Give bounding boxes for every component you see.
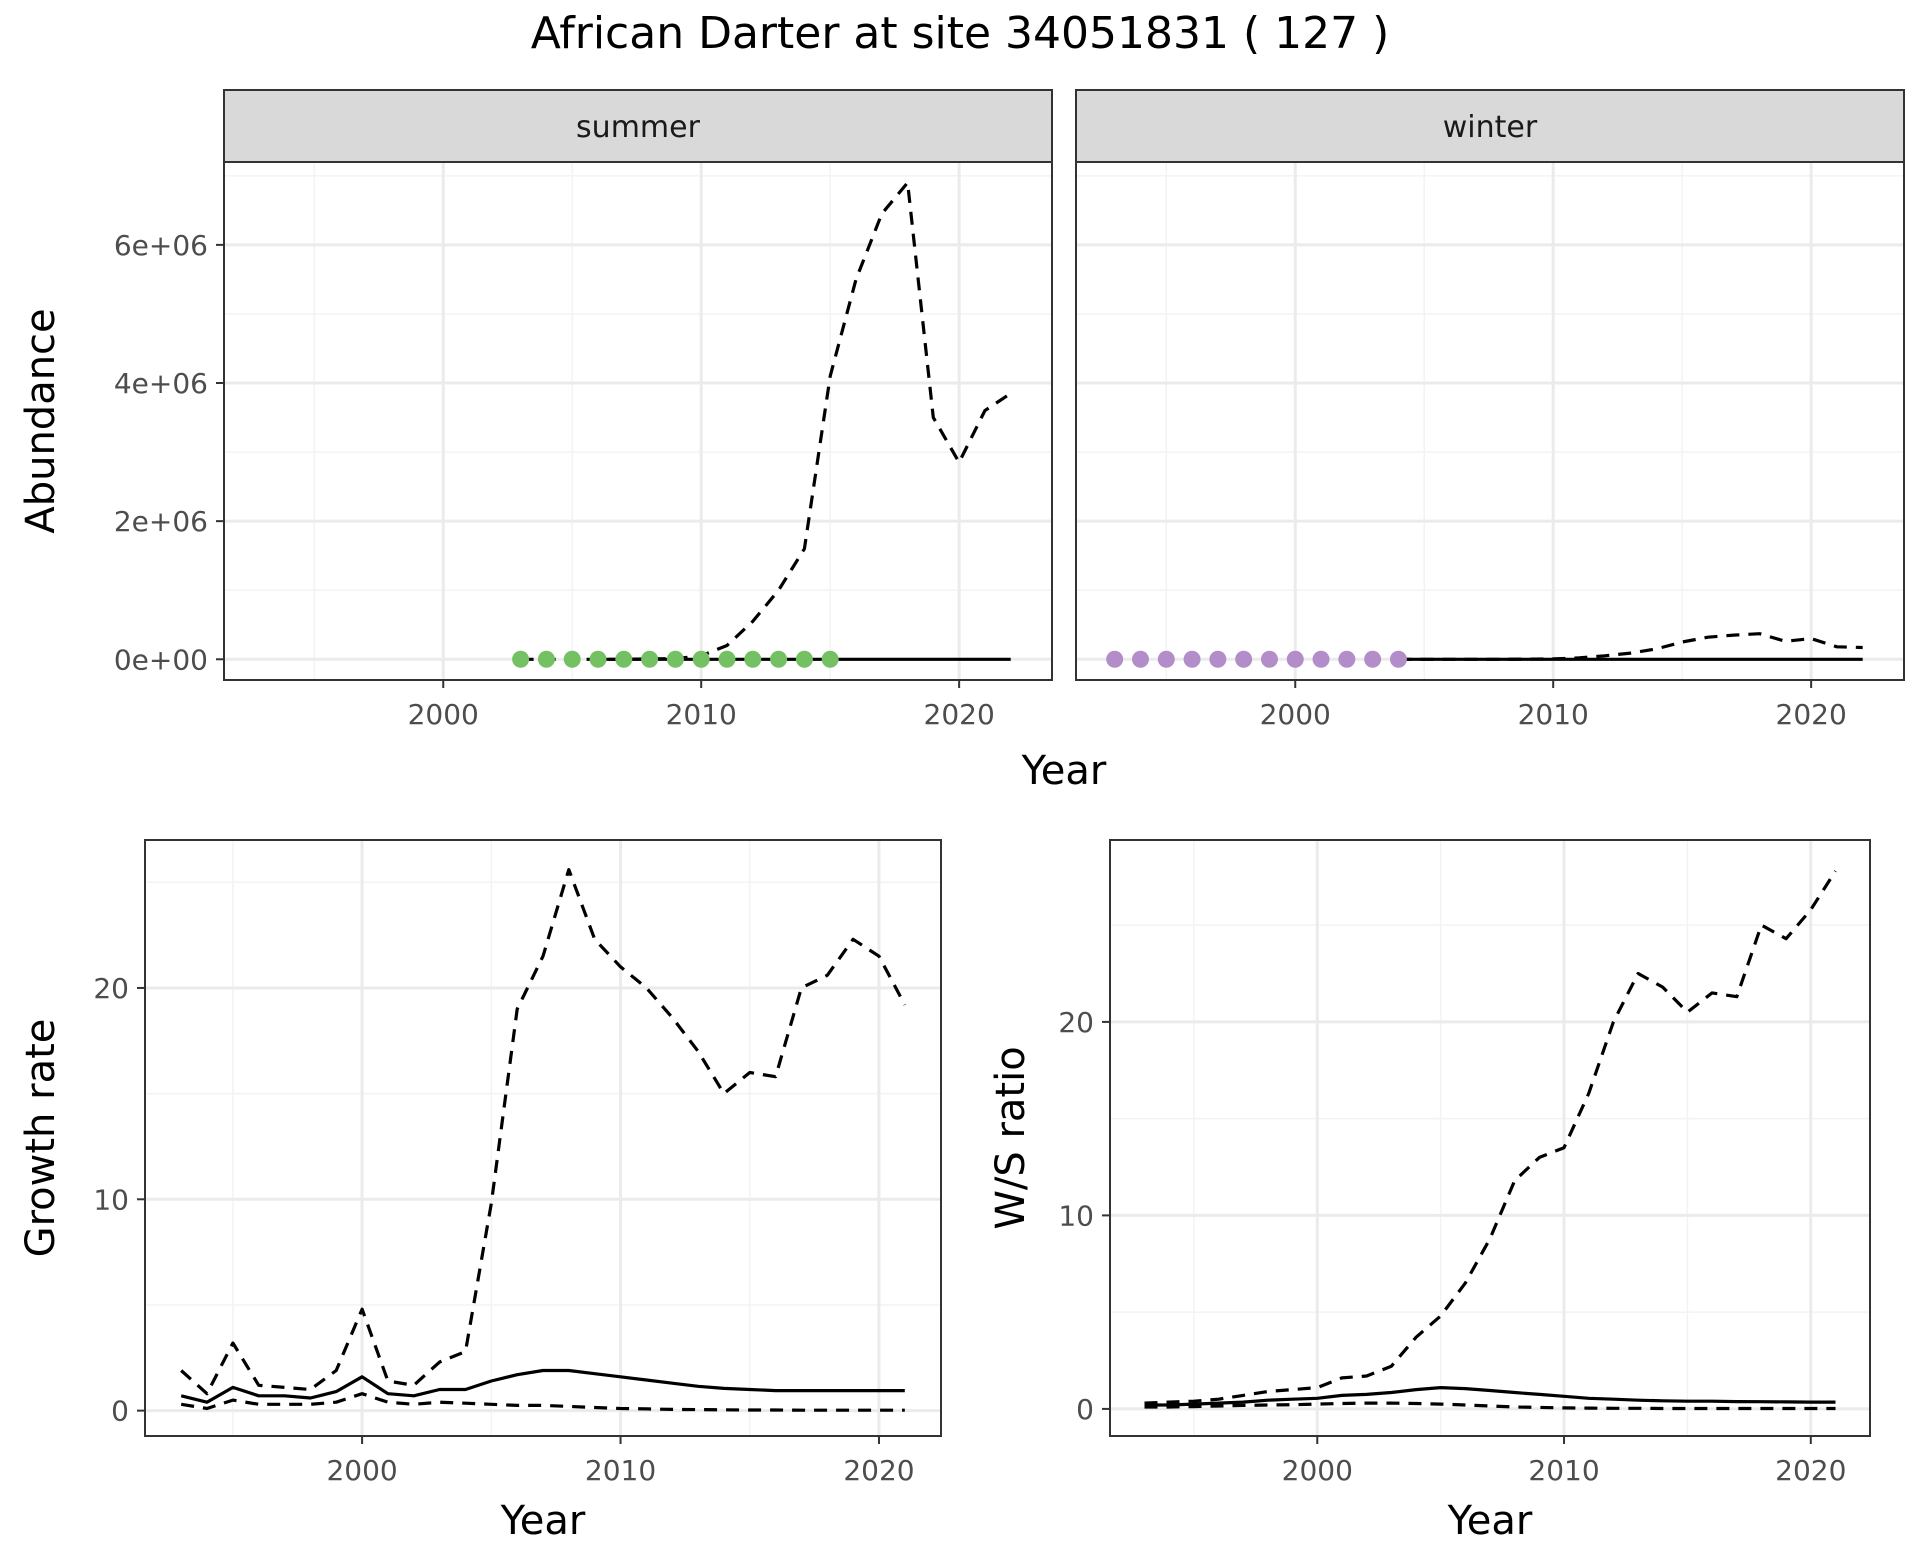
abundance-summer-observation-point (795, 650, 813, 668)
growth-rate-series (180, 867, 907, 1412)
abundance-summer-x-tick-label: 2020 (924, 698, 995, 731)
abundance-summer-x-axis: 2000 2010 2020 (408, 680, 995, 731)
abundance-summer-observation-point (692, 650, 710, 668)
ws-ratio-y-tick-label: 10 (1058, 1199, 1094, 1232)
abundance-winter-line-upper (1398, 632, 1863, 661)
growth-rate-x-tick-label: 2010 (585, 1454, 656, 1487)
abundance-winter-observation-point (1183, 650, 1201, 668)
abundance-summer-series (512, 181, 1012, 668)
growth-rate-y-tick-label: 20 (93, 972, 129, 1005)
ws-ratio-y-tick-label: 0 (1076, 1393, 1094, 1426)
abundance-summer-observation-point (666, 650, 684, 668)
abundance-winter-observation-point (1235, 650, 1253, 668)
abundance-summer-observation-point (770, 650, 788, 668)
facet-label-winter: winter (1443, 110, 1538, 145)
ws-ratio-panel-border (1109, 839, 1871, 1437)
abundance-winter-observation-point (1338, 650, 1356, 668)
abundance-summer-observation-point (537, 650, 555, 668)
ws-ratio-line-lower (1144, 1401, 1836, 1411)
facet-strip-summer (223, 89, 1053, 163)
facet-label-summer: summer (576, 110, 701, 145)
abundance-winter-x-tick-label: 2010 (1518, 698, 1589, 731)
growth-rate-x-tick-label: 2000 (326, 1454, 397, 1487)
growth-rate-y-tick-label: 0 (111, 1395, 129, 1428)
growth-rate-x-tick-label: 2020 (843, 1454, 914, 1487)
abundance-summer-y-tick-label: 0e+00 (114, 643, 208, 676)
abundance-summer-panel-border (223, 161, 1053, 681)
growth-rate-x-axis-title: Year (500, 1498, 586, 1544)
abundance-summer-observation-point (641, 650, 659, 668)
growth-rate-panel-border (144, 839, 942, 1437)
abundance-summer-observation-point (744, 650, 762, 668)
abundance-winter-x-axis: 2000 2010 2020 (1260, 680, 1847, 731)
abundance-y-axis-title: Abundance (18, 308, 64, 533)
ws-ratio-y-axis-title: W/S ratio (988, 1046, 1034, 1229)
growth-rate-y-tick-label: 10 (93, 1183, 129, 1216)
growth-rate-line-upper (180, 867, 907, 1396)
ws-ratio-series (1144, 870, 1837, 1411)
abundance-y-axis: 0e+00 2e+06 4e+06 6e+06 (114, 229, 224, 676)
abundance-summer-observation-point (512, 650, 530, 668)
abundance-winter-panel: winter 2000 2010 2020 (1075, 89, 1905, 731)
ws-ratio-y-tick-label: 20 (1058, 1006, 1094, 1039)
abundance-winter-panel-border (1075, 161, 1905, 681)
abundance-winter-observation-point (1157, 650, 1175, 668)
growth-rate-y-axis-title: Growth rate (18, 1019, 64, 1258)
ws-ratio-panel: 0 10 20 2000 2010 2020 (1058, 839, 1871, 1487)
growth-rate-panel: 0 10 20 2000 2010 2020 (93, 839, 942, 1487)
abundance-summer-observation-point (718, 650, 736, 668)
chart-title: African Darter at site 34051831 ( 127 ) (531, 8, 1390, 59)
abundance-summer-x-tick-label: 2000 (408, 698, 479, 731)
abundance-winter-observation-point (1312, 650, 1330, 668)
growth-rate-y-axis: 0 10 20 (93, 972, 145, 1428)
abundance-summer-observation-point (821, 650, 839, 668)
abundance-summer-grid (224, 162, 1052, 680)
abundance-winter-x-tick-label: 2000 (1260, 698, 1331, 731)
abundance-winter-observation-point (1286, 650, 1304, 668)
facet-strip-winter (1075, 89, 1905, 163)
ws-ratio-x-tick-label: 2010 (1528, 1454, 1599, 1487)
abundance-winter-series (1106, 632, 1863, 668)
ws-ratio-x-axis: 2000 2010 2020 (1282, 1436, 1846, 1487)
ws-ratio-x-tick-label: 2000 (1282, 1454, 1353, 1487)
abundance-summer-x-tick-label: 2010 (666, 698, 737, 731)
abundance-x-axis-title: Year (1021, 748, 1107, 794)
growth-rate-line-median (180, 1368, 905, 1404)
abundance-winter-observation-point (1364, 650, 1382, 668)
abundance-summer-line-upper (520, 181, 1012, 661)
abundance-summer-observation-point (563, 650, 581, 668)
abundance-winter-observation-point (1209, 650, 1227, 668)
abundance-summer-y-tick-label: 4e+06 (114, 367, 208, 400)
abundance-summer-panel: summer 0e+00 2e+06 4e+06 6e+06 2000 2010 2020 (114, 89, 1053, 731)
abundance-winter-observation-point (1389, 650, 1407, 668)
abundance-summer-y-tick-label: 6e+06 (114, 229, 208, 262)
abundance-summer-observation-point (615, 650, 633, 668)
growth-rate-grid (145, 840, 941, 1436)
ws-ratio-line-upper (1144, 870, 1837, 1405)
abundance-winter-observation-point (1260, 650, 1278, 668)
ws-ratio-line-median (1144, 1385, 1836, 1407)
abundance-winter-observation-point (1106, 650, 1124, 668)
ws-ratio-x-axis-title: Year (1447, 1498, 1533, 1544)
abundance-winter-observation-point (1131, 650, 1149, 668)
abundance-summer-observation-point (589, 650, 607, 668)
ws-ratio-grid (1110, 840, 1870, 1436)
growth-rate-line-lower (180, 1392, 905, 1412)
abundance-winter-x-tick-label: 2020 (1776, 698, 1847, 731)
abundance-summer-y-tick-label: 2e+06 (114, 505, 208, 538)
growth-rate-x-axis: 2000 2010 2020 (326, 1436, 915, 1487)
ws-ratio-y-axis: 0 10 20 (1058, 1006, 1110, 1426)
ws-ratio-x-tick-label: 2020 (1775, 1454, 1846, 1487)
